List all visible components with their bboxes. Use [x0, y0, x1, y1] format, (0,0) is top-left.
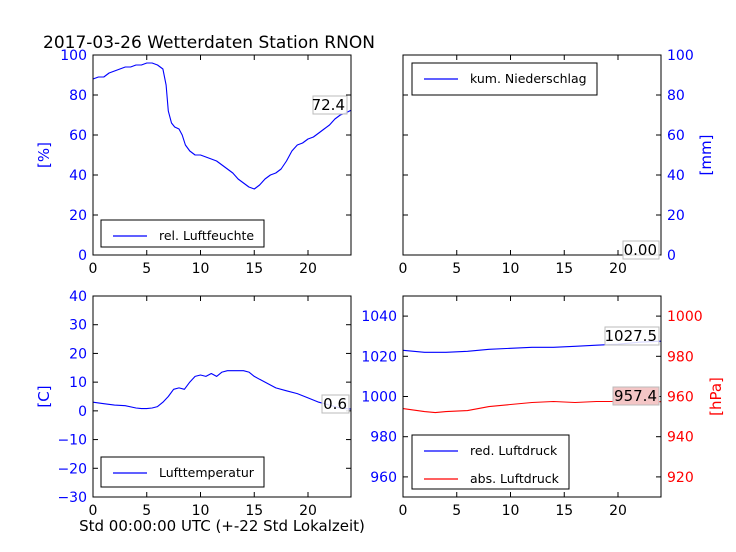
- plot-frame: [92, 295, 352, 498]
- legend-entry: red. Luftdruck: [470, 443, 558, 458]
- x-tick-label: 5: [142, 503, 151, 519]
- series-line-0: [92, 370, 352, 410]
- y-tick-label: −10: [57, 433, 87, 449]
- annotation-box: [312, 95, 348, 115]
- x-tick-label: 5: [452, 261, 461, 277]
- y-tick-label: 20: [69, 208, 87, 224]
- x-axis-label: Std 00:00:00 UTC (+-22 Std Lokalzeit): [79, 517, 365, 535]
- y-tick-label: 60: [69, 128, 87, 144]
- y-tick-label: 0: [667, 248, 676, 264]
- x-tick-label: 15: [555, 503, 573, 519]
- legend-entry: abs. Luftdruck: [470, 471, 560, 486]
- y2-tick-label: 1000: [667, 309, 703, 325]
- annotation-label: 0.00: [624, 241, 657, 259]
- y-tick-label: 1020: [361, 349, 397, 365]
- x-tick-label: 15: [245, 261, 263, 277]
- y-tick-label: 20: [667, 208, 685, 224]
- plot-frame: [402, 54, 662, 256]
- y2-tick-label: 980: [667, 349, 694, 365]
- x-tick-label: 10: [502, 261, 520, 277]
- x-tick-label: 0: [399, 261, 408, 277]
- y-tick-label: 40: [69, 289, 87, 305]
- annotation-box: [321, 394, 350, 414]
- series-line-0: [92, 62, 352, 190]
- x-tick-label: 0: [399, 503, 408, 519]
- x-tick-label: 5: [452, 503, 461, 519]
- x-tick-label: 20: [299, 261, 317, 277]
- y-tick-label: 980: [370, 430, 397, 446]
- y-tick-label: 20: [69, 346, 87, 362]
- y-tick-label: 80: [69, 88, 87, 104]
- y2-tick-label: 960: [667, 390, 694, 406]
- legend-entry: rel. Luftfeuchte: [159, 228, 254, 243]
- y-tick-label: 100: [667, 48, 694, 64]
- y-tick-label: −20: [57, 461, 87, 477]
- y-tick-label: 1000: [361, 390, 397, 406]
- legend-box: [411, 434, 570, 490]
- y-tick-label: 1040: [361, 309, 397, 325]
- legend-entry: kum. Niederschlag: [470, 71, 587, 86]
- y-tick-label: 100: [60, 48, 87, 64]
- x-tick-label: 15: [555, 261, 573, 277]
- plot-frame: [92, 54, 352, 256]
- legend-box: [100, 219, 265, 248]
- y-tick-label: 80: [667, 88, 685, 104]
- y2-tick-label: 920: [667, 470, 694, 486]
- y-tick-label: 60: [667, 128, 685, 144]
- x-tick-label: 0: [89, 261, 98, 277]
- x-tick-label: 10: [502, 503, 520, 519]
- x-tick-label: 10: [192, 261, 210, 277]
- precipitation-panel: 0 5 10 15 20 0 20 40 60 80 100 [mm] 0.00 kum. Nieders…: [399, 48, 715, 277]
- pressure-panel: 0 5 10 15 20 960 980 1000 1020 1040 920 940 960 980 10…: [361, 295, 725, 519]
- y-tick-label: 40: [667, 168, 685, 184]
- annotation-label: 957.4: [614, 387, 657, 405]
- y-tick-label: 0: [78, 404, 87, 420]
- y-axis-label: [%]: [35, 142, 53, 168]
- y-tick-label: −30: [57, 490, 87, 506]
- y-tick-label: 30: [69, 318, 87, 334]
- annotation-label: 1027.5: [605, 327, 658, 345]
- plot-frame: [402, 295, 662, 498]
- figure-title: 2017-03-26 Wetterdaten Station RNON: [43, 33, 375, 53]
- y2-tick-label: 940: [667, 430, 694, 446]
- x-tick-label: 0: [89, 503, 98, 519]
- legend-entry: Lufttemperatur: [159, 465, 255, 480]
- annotation-label: 72.4: [312, 96, 345, 114]
- x-tick-label: 5: [142, 261, 151, 277]
- y-axis-label: [C]: [35, 385, 53, 407]
- temperature-panel: 0 5 10 15 20 −30 −20 −10 0 10 20 30 40 [C] 0.6 Lufttemp…: [35, 289, 352, 519]
- y-tick-label: 10: [69, 375, 87, 391]
- legend-box: [100, 456, 265, 488]
- x-tick-label: 20: [609, 503, 627, 519]
- annotation-box: [612, 386, 660, 406]
- annotation-box: [622, 240, 660, 260]
- x-tick-label: 10: [192, 503, 210, 519]
- y-tick-label: 40: [69, 168, 87, 184]
- y-axis-label: [mm]: [697, 135, 715, 176]
- y2-axis-label: [hPa]: [707, 377, 725, 416]
- y-tick-label: 960: [370, 470, 397, 486]
- x-tick-label: 20: [609, 261, 627, 277]
- x-tick-label: 20: [299, 503, 317, 519]
- series-line-1: [402, 400, 661, 414]
- humidity-panel: 0 5 10 15 20 0 20 40 60 80 100 [%] 72.4 rel. Luftfeuc…: [35, 48, 352, 277]
- annotation-label: 0.6: [323, 395, 347, 413]
- annotation-box: [604, 326, 660, 346]
- y-tick-label: 0: [78, 248, 87, 264]
- x-tick-label: 15: [245, 503, 263, 519]
